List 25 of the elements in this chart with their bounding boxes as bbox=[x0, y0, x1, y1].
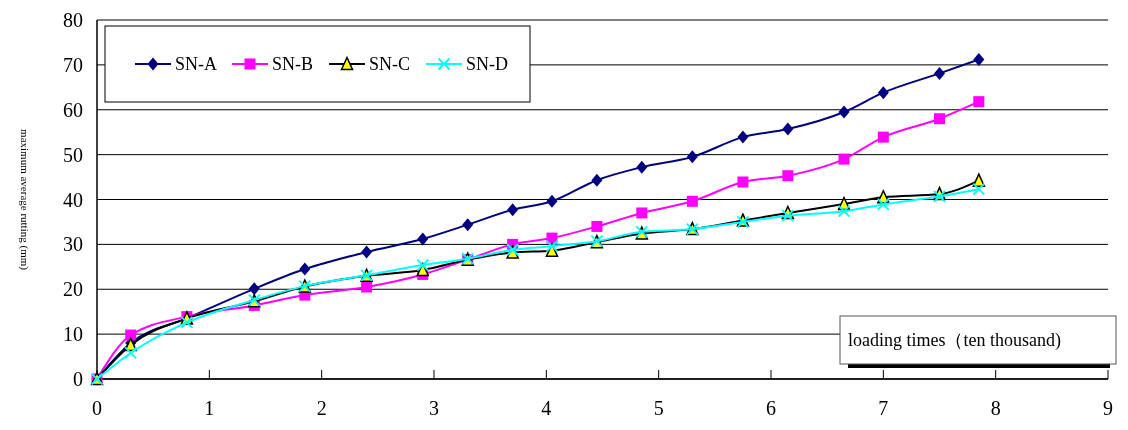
x-tick-label: 6 bbox=[766, 397, 776, 419]
x-tick-label: 7 bbox=[878, 397, 889, 419]
legend-label: SN-C bbox=[369, 54, 411, 75]
x-tick-label: 1 bbox=[204, 397, 215, 419]
x-tick-label: 0 bbox=[92, 397, 102, 419]
x-tick-label: 3 bbox=[429, 397, 439, 419]
y-tick-label: 20 bbox=[63, 278, 83, 301]
x-tick-label: 4 bbox=[541, 397, 552, 419]
x-axis-title: loading times（ten thousand) bbox=[848, 330, 1061, 352]
y-tick-label: 10 bbox=[63, 323, 83, 346]
x-tick-label: 9 bbox=[1103, 397, 1113, 419]
y-tick-label: 30 bbox=[63, 233, 83, 256]
y-tick-label: 70 bbox=[63, 53, 83, 76]
y-tick-label: 0 bbox=[73, 368, 83, 390]
legend-label: SN-B bbox=[272, 54, 314, 75]
x-tick-label: 5 bbox=[653, 397, 664, 419]
y-tick-label: 40 bbox=[63, 188, 83, 211]
y-tick-label: 60 bbox=[63, 98, 83, 121]
x-tick-label: 2 bbox=[316, 397, 327, 419]
y-tick-label: 50 bbox=[63, 143, 83, 166]
y-tick-label: 80 bbox=[63, 9, 83, 31]
legend-label: SN-D bbox=[466, 54, 509, 75]
x-tick-label: 8 bbox=[990, 397, 1001, 419]
legend-label: SN-A bbox=[175, 54, 218, 75]
y-axis-title: maximum average rutting (mm) bbox=[18, 129, 31, 271]
